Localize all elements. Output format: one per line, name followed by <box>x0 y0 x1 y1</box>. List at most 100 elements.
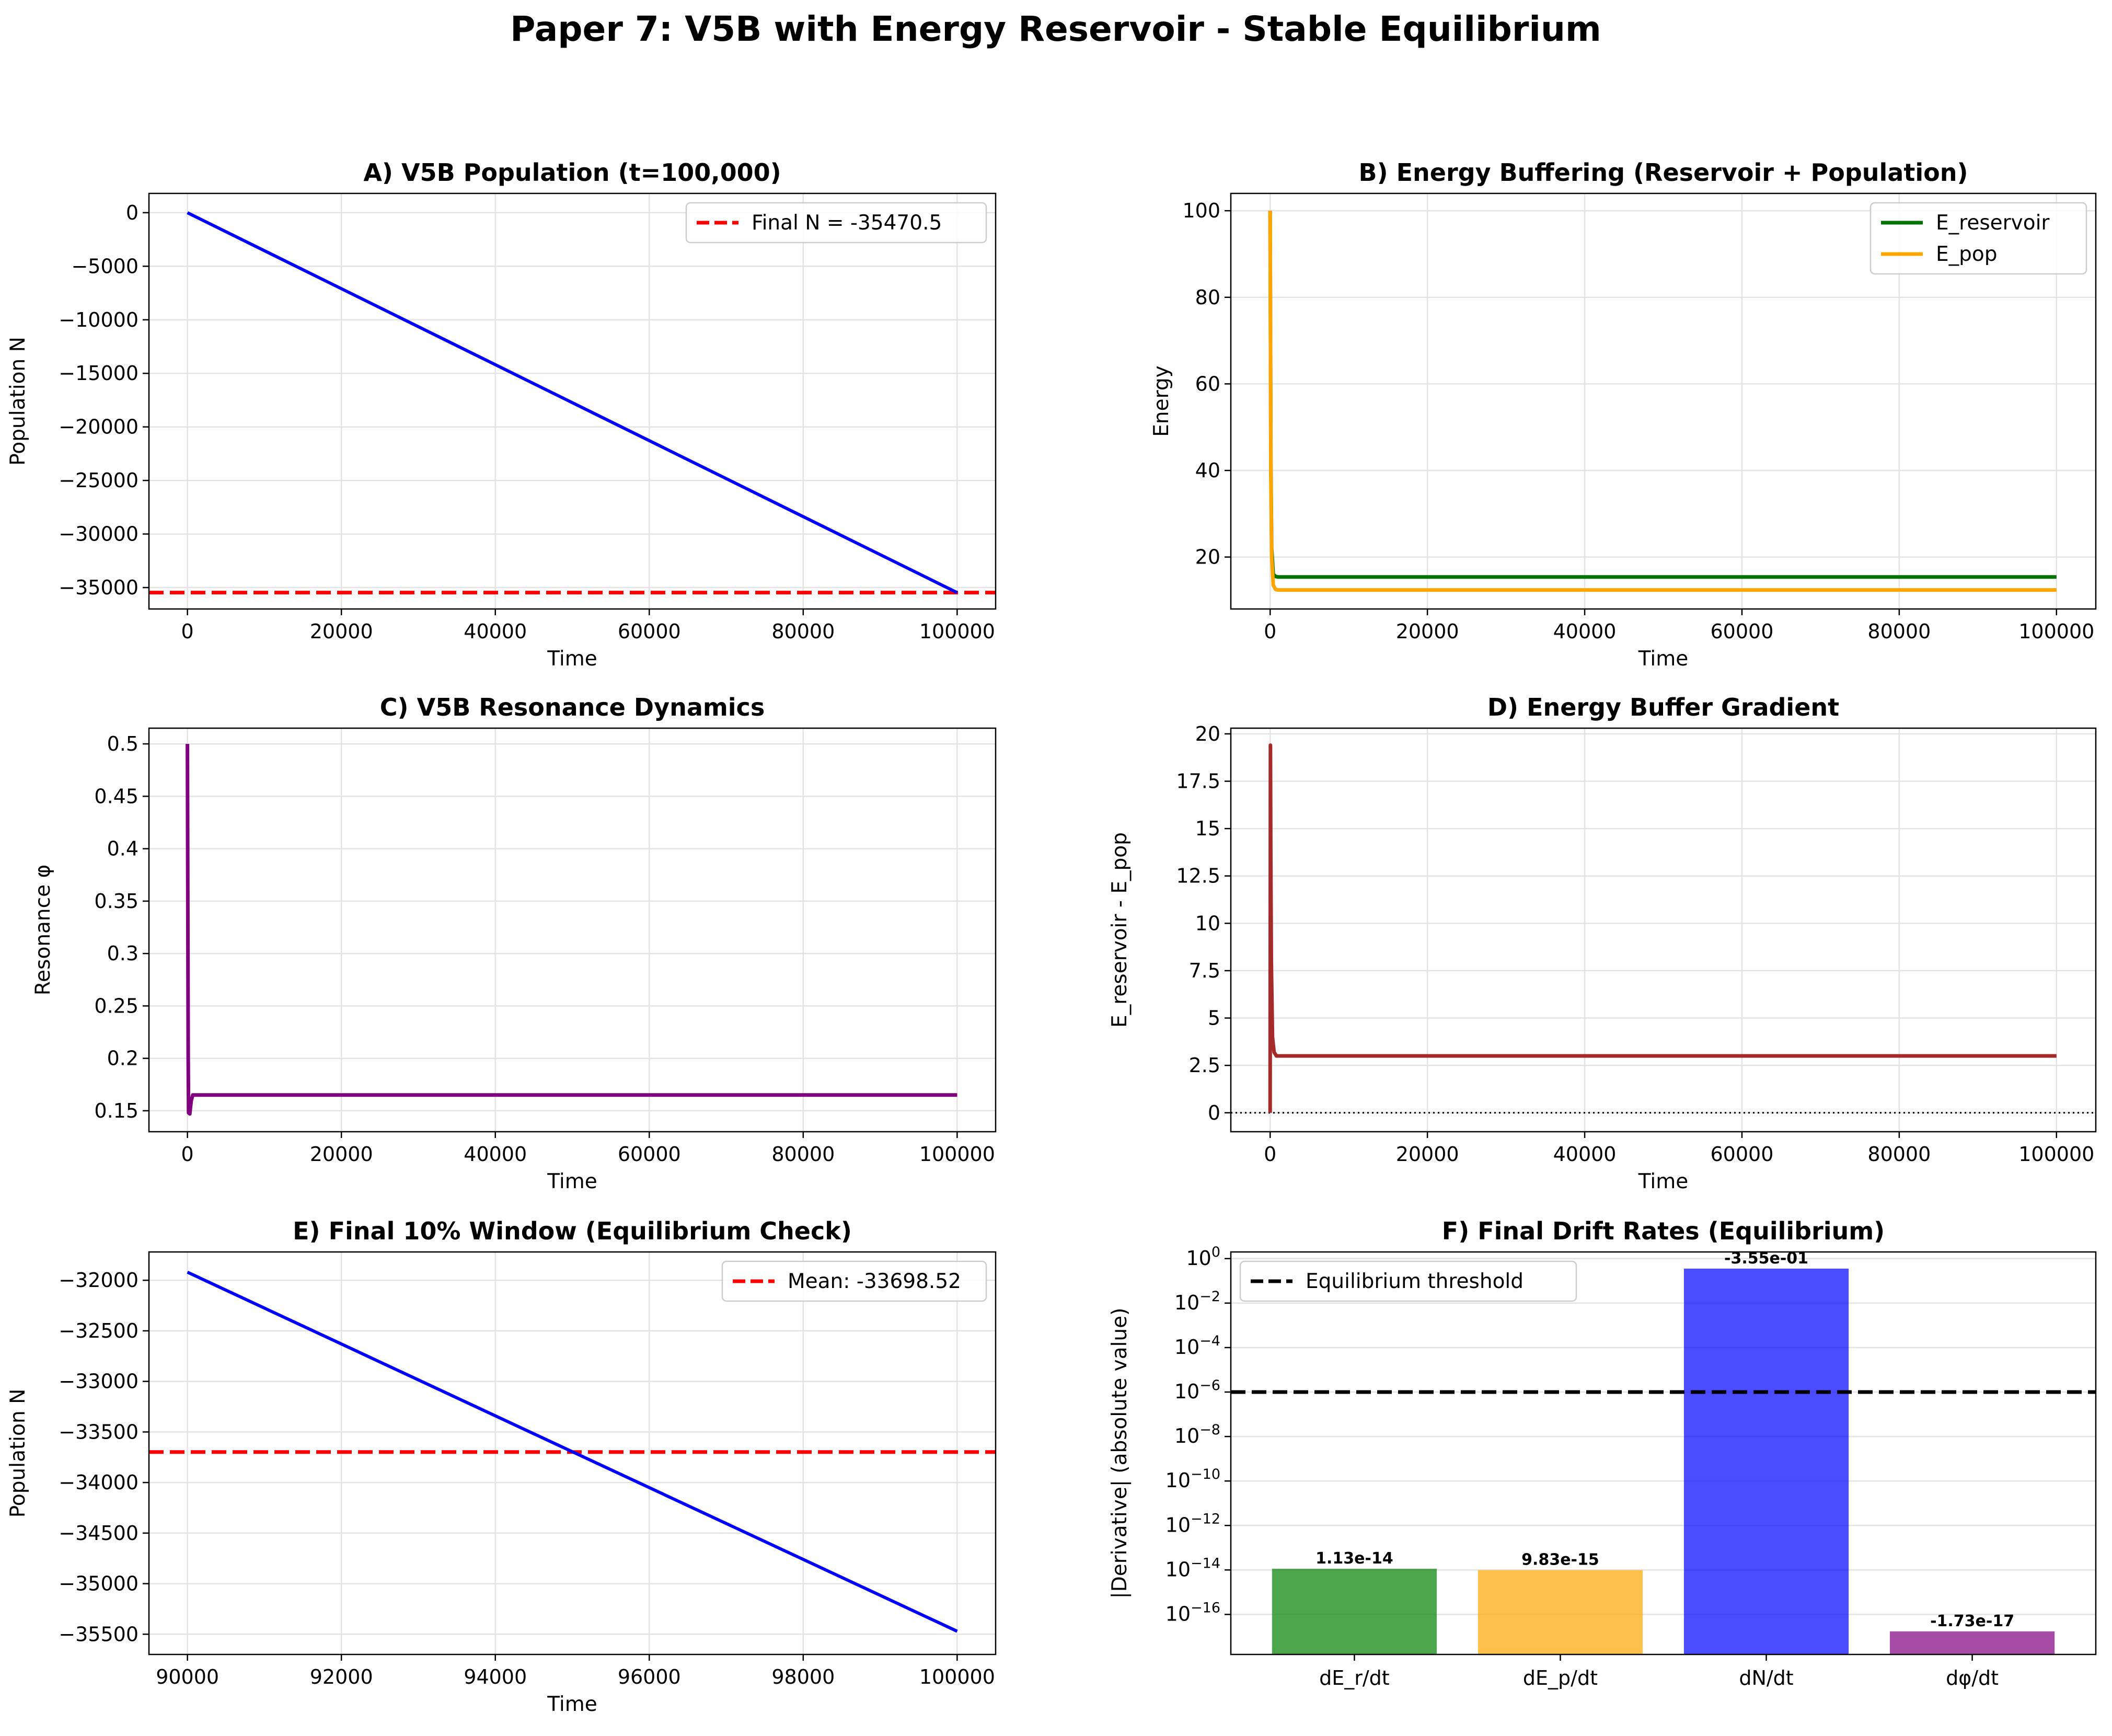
bar-value-label: 1.13e-14 <box>1315 1549 1393 1568</box>
plot-area <box>149 211 996 595</box>
x-tick-label: 60000 <box>618 1143 681 1166</box>
y-tick-label: 100 <box>1182 199 1220 222</box>
series-line <box>187 1270 958 1633</box>
x-tick-label: 80000 <box>1867 1143 1931 1166</box>
y-tick-label: −10000 <box>59 308 139 331</box>
panels: 0 −5000 −10000 −15000 −20000 −25000 −30000 −350… <box>6 158 2097 1716</box>
legend-label: E_reservoir <box>1936 211 2050 235</box>
y-tick-label: 0.35 <box>94 890 139 913</box>
x-tick-label: 0 <box>1264 620 1276 643</box>
x-tick-label: dφ/dt <box>1946 1666 1999 1689</box>
x-axis-label: Time <box>1638 647 1688 671</box>
bar <box>1683 1268 1849 1654</box>
series-line <box>1268 743 2057 1113</box>
figure-title: Paper 7: V5B with Energy Reservoir - Sta… <box>510 9 1601 49</box>
y-tick-label: 7.5 <box>1189 959 1220 982</box>
y-tick-label: 0.25 <box>94 994 139 1017</box>
legend: Final N = -35470.5 <box>685 202 987 244</box>
y-tick-label: 0.3 <box>107 942 139 965</box>
panel-d: 0 2.5 5 7.5 10 12.5 15 17.5 20 0 20000 40000 60000 80… <box>1108 693 2097 1193</box>
y-tick-label: 0.15 <box>94 1099 139 1122</box>
x-tick-label: 92000 <box>310 1665 373 1688</box>
y-tick-label: 20 <box>1195 546 1220 569</box>
x-tick-label: 40000 <box>1553 1143 1617 1166</box>
y-tick-label: 15 <box>1195 817 1220 840</box>
y-axis-label: |Derivative| (absolute value) <box>1108 1308 1132 1599</box>
x-tick-label: 98000 <box>771 1665 835 1688</box>
x-tick-label: 60000 <box>618 620 681 643</box>
y-axis-label: Population N <box>6 337 30 465</box>
bar <box>1889 1631 2055 1654</box>
bar <box>1272 1569 1437 1654</box>
plot-area <box>1231 1268 2096 1654</box>
y-tick-label: 0 <box>126 201 139 224</box>
y-tick-label: 0.4 <box>107 837 139 860</box>
y-tick-label: −30000 <box>59 523 139 546</box>
panel-b: 20 40 60 80 100 0 20000 40000 60000 80000 100000 B)… <box>1150 158 2097 671</box>
legend-box <box>1869 202 2087 275</box>
y-tick-label: 40 <box>1195 459 1220 482</box>
plot-area <box>1268 211 2057 592</box>
axes-frame <box>148 1251 997 1655</box>
y-tick-label: 20 <box>1195 722 1220 745</box>
y-tick-label: 10−16 <box>1165 1600 1220 1625</box>
x-tick-label: 80000 <box>771 620 835 643</box>
x-tick-label: 100000 <box>919 1665 995 1688</box>
x-tick-label: 40000 <box>1553 620 1617 643</box>
panel-title: F) Final Drift Rates (Equilibrium) <box>1442 1217 1885 1245</box>
x-tick-label: 80000 <box>771 1143 835 1166</box>
x-axis-label: Time <box>547 647 597 671</box>
axes-frame <box>1230 192 2097 610</box>
x-tick-label: 80000 <box>1867 620 1931 643</box>
legend: Equilibrium threshold <box>1239 1260 1577 1302</box>
legend-box <box>1239 1260 1577 1302</box>
y-tick-label: 10−8 <box>1174 1422 1220 1447</box>
legend-box <box>721 1260 987 1302</box>
y-tick-label: 80 <box>1195 286 1220 309</box>
panel-e: −32000 −32500 −33000 −33500 −34000 −34500 −350… <box>6 1217 997 1716</box>
y-tick-label: −32500 <box>59 1319 139 1342</box>
series-line <box>187 211 958 594</box>
bar <box>1478 1570 1643 1654</box>
legend-label: E_pop <box>1936 243 1998 266</box>
y-tick-label: 10 <box>1195 912 1220 935</box>
x-tick-label: 40000 <box>464 1143 527 1166</box>
x-tick-label: 0 <box>1264 1143 1276 1166</box>
x-tick-label: 60000 <box>1711 1143 1774 1166</box>
panel-title: B) Energy Buffering (Reservoir + Populat… <box>1359 158 1968 187</box>
axes-frame <box>1230 1251 2097 1655</box>
y-axis-label: Resonance φ <box>31 865 55 995</box>
panel-c: 0.15 0.2 0.25 0.3 0.35 0.4 0.45 0.5 0 20000 40000 6… <box>31 693 997 1193</box>
x-tick-label: 100000 <box>2018 620 2094 643</box>
y-tick-label: −32000 <box>59 1269 139 1292</box>
bar-value-label: -1.73e-17 <box>1930 1612 2014 1630</box>
panel-title: C) V5B Resonance Dynamics <box>380 693 765 721</box>
panel-title: A) V5B Population (t=100,000) <box>363 158 781 187</box>
y-tick-label: −34000 <box>59 1471 139 1494</box>
y-tick-label: −25000 <box>59 469 139 492</box>
x-tick-label: 94000 <box>464 1665 527 1688</box>
x-tick-label: 100000 <box>919 1143 995 1166</box>
legend: Mean: -33698.52 <box>721 1260 987 1302</box>
x-tick-label: 40000 <box>464 620 527 643</box>
y-axis-label: Population N <box>6 1389 30 1517</box>
plot-area <box>1231 743 2096 1114</box>
series-line <box>1268 211 2057 592</box>
y-tick-label: 10−14 <box>1165 1555 1220 1581</box>
y-axis-label: Energy <box>1150 365 1173 437</box>
y-tick-label: 0.2 <box>107 1047 139 1070</box>
x-axis-label: Time <box>1638 1170 1688 1193</box>
panel-a: 0 −5000 −10000 −15000 −20000 −25000 −30000 −350… <box>6 158 997 671</box>
y-tick-label: 0 <box>1208 1101 1220 1124</box>
plot-area <box>186 744 957 1116</box>
x-tick-label: 60000 <box>1711 620 1774 643</box>
y-tick-label: 0.5 <box>107 732 139 755</box>
axes-frame <box>148 192 997 610</box>
y-tick-label: 10−2 <box>1174 1289 1220 1314</box>
y-tick-label: 60 <box>1195 372 1220 395</box>
legend: E_reservoir E_pop <box>1869 202 2087 275</box>
legend-label: Final N = -35470.5 <box>752 211 942 235</box>
x-tick-label: 20000 <box>310 1143 373 1166</box>
y-tick-label: 2.5 <box>1189 1054 1220 1077</box>
